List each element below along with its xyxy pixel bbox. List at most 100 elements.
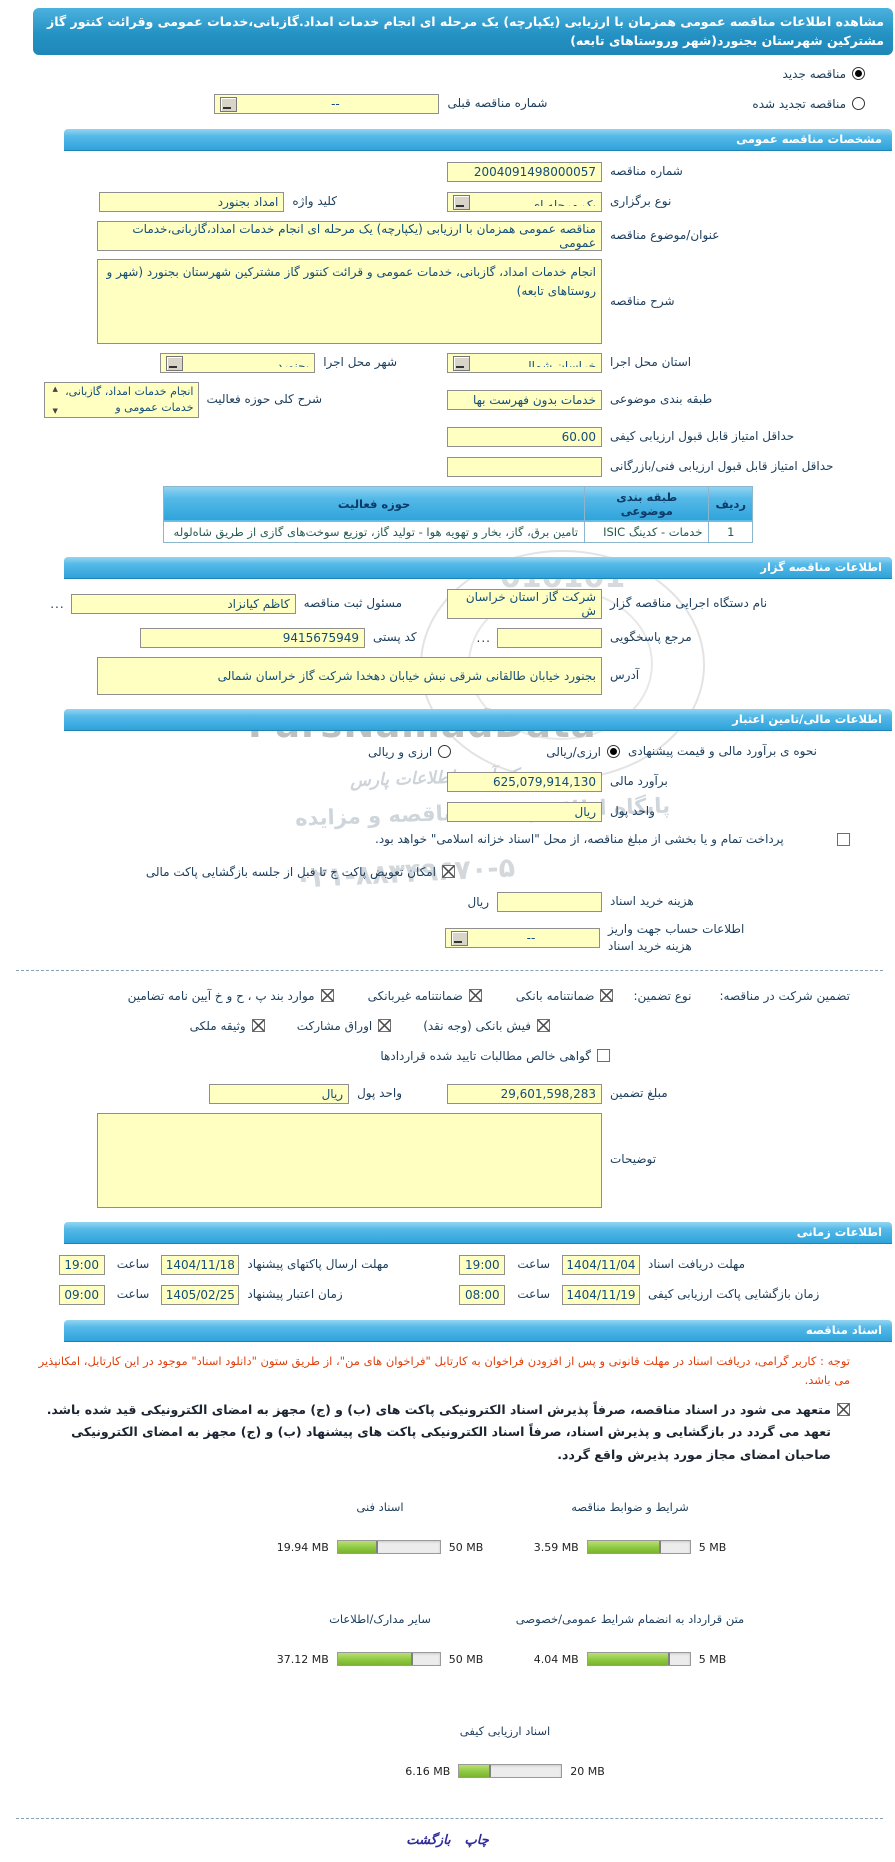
subject-field[interactable]: مناقصه عمومی همزمان با ارزیابی (یکپارچه)… [97, 220, 602, 251]
tender-number-field[interactable]: 2004091498000057 [447, 161, 602, 182]
holding-type-select[interactable]: یک مرحله ای [447, 191, 602, 212]
currency-label: واحد پول [610, 804, 655, 819]
checkbox-icon[interactable] [597, 1049, 610, 1063]
treasury-checkbox[interactable] [837, 832, 850, 846]
category-field[interactable]: خدمات بدون فهرست بها [447, 389, 602, 410]
radio-icon[interactable] [607, 745, 620, 759]
postal-code-field[interactable]: 9415675949 [140, 627, 366, 648]
upload-technical: اسناد فنی 19.94 MB 50 MB [276, 1500, 484, 1555]
progress-bar [336, 1652, 441, 1667]
guarantee-option[interactable]: وثیقه ملکی [190, 1019, 265, 1033]
dropdown-button[interactable] [453, 355, 470, 371]
radio-new-tender[interactable]: مناقصه جدید [783, 67, 865, 81]
progress-bar [336, 1540, 441, 1555]
agency-org-label: نام دستگاه اجرایی مناقصه گزار [610, 596, 768, 611]
dropdown-button[interactable] [220, 96, 238, 112]
checkbox-icon[interactable] [600, 989, 614, 1003]
radio-icon[interactable] [438, 745, 452, 759]
description-textarea[interactable]: انجام خدمات امداد، گازبانی، خدمات عمومی … [97, 258, 602, 344]
separator [16, 969, 883, 971]
estimate-field[interactable]: 625,079,914,130 [447, 771, 602, 792]
section-header-documents: اسناد مناقصه [64, 1319, 892, 1342]
dropdown-button[interactable] [453, 194, 470, 210]
opening-time-label: زمان بازگشایی پاکت ارزیابی کیفی [648, 1286, 820, 1301]
separator [16, 1818, 883, 1820]
checkbox-icon[interactable] [537, 1019, 550, 1033]
radio-currency-and-rial[interactable]: ارزی و ریالی [368, 745, 452, 759]
category-table: ردیف طبقه بندی موضوعی حوزه فعالیت 1 خدما… [162, 485, 753, 543]
guarantee-option[interactable]: اوراق مشارکت [297, 1019, 392, 1033]
upload-terms: شرایط و ضوابط مناقصه 3.59 MB 5 MB [533, 1500, 727, 1555]
print-link[interactable]: چاپ [464, 1833, 489, 1849]
min-quality-score-field[interactable]: 60.00 [447, 426, 602, 447]
commitment-checkbox[interactable] [837, 1402, 850, 1416]
validity-date-field[interactable]: 1405/02/25 [161, 1284, 240, 1305]
radio-icon[interactable] [852, 67, 865, 81]
doc-fee-label: هزینه خرید اسناد [610, 894, 694, 909]
city-select[interactable]: بجنورد [160, 352, 316, 373]
agency-org-field[interactable]: شرکت گاز استان خراسان ش [447, 588, 602, 619]
doc-deadline-label: مهلت دریافت اسناد [648, 1256, 746, 1271]
address-field[interactable]: بجنورد خیابان طالقانی شرقی نبش خیابان ده… [97, 656, 602, 695]
activity-listbox[interactable]: انجام خدمات امداد، گازبانی، خدمات عمومی … [43, 381, 199, 418]
province-label: استان محل اجرا [610, 355, 692, 370]
province-select[interactable]: خراسان شمالی [447, 352, 602, 373]
table-header-row-index: ردیف [708, 485, 753, 522]
registrar-field[interactable]: کاظم کیانزاد [70, 593, 296, 614]
doc-deadline-time-field[interactable]: 19:00 [459, 1254, 506, 1275]
description-label: شرح مناقصه [610, 293, 675, 308]
contact-ref-field[interactable] [497, 627, 602, 648]
scroll-up-icon[interactable]: ▲ [52, 384, 58, 393]
progress-bar [586, 1540, 691, 1555]
guarantee-option[interactable]: فیش بانکی (وجه نقد) [423, 1019, 550, 1033]
upload-contract: متن قرارداد به انضمام شرایط عمومی/خصوصی … [515, 1612, 745, 1667]
guarantee-type-label: نوع تضمین: [633, 988, 692, 1003]
listbox-scrollbar[interactable]: ▲ ▼ [53, 384, 58, 416]
validity-time-field[interactable]: 09:00 [58, 1284, 105, 1305]
keyword-field[interactable]: امداد بجنورد [99, 191, 285, 212]
section-header-financial: اطلاعات مالی/تامین اعتبار [64, 708, 892, 731]
guarantee-amount-label: مبلغ تضمین [610, 1085, 668, 1100]
contact-more-button[interactable]: ... [476, 630, 491, 645]
fee-account-select[interactable]: -- [445, 928, 600, 949]
packet-exchange-checkbox[interactable] [442, 865, 455, 879]
offer-deadline-date-field[interactable]: 1404/11/18 [161, 1254, 240, 1275]
offer-deadline-time-field[interactable]: 19:00 [58, 1254, 105, 1275]
checkbox-icon[interactable] [468, 989, 482, 1003]
estimate-method-label: نحوه ی برآورد مالی و قیمت پیشنهادی [628, 744, 817, 759]
doc-deadline-date-field[interactable]: 1404/11/04 [562, 1254, 640, 1275]
guarantee-option[interactable]: ضمانتنامه غیربانکی [368, 989, 482, 1003]
radio-rial[interactable]: ارزی/ریالی [546, 745, 620, 759]
dropdown-button[interactable] [166, 355, 184, 371]
guarantee-currency-field[interactable]: ریال [209, 1083, 350, 1104]
prev-tender-no-select[interactable]: -- [214, 93, 440, 114]
address-label: آدرس [610, 668, 640, 683]
checkbox-icon[interactable] [320, 989, 334, 1003]
packet-exchange-option[interactable]: امکان تعویض پاکت ج تا قبل از جلسه بازگشا… [146, 865, 455, 879]
radio-renewed-tender[interactable]: مناقصه تجدید شده [752, 97, 865, 111]
doc-fee-field[interactable] [497, 891, 602, 912]
guarantee-intro-label: تضمین شرکت در مناقصه: [719, 988, 850, 1003]
estimate-label: برآورد مالی [610, 774, 668, 789]
guarantee-option[interactable]: موارد بند پ ، ح و خ آیین نامه تضامین [128, 989, 334, 1003]
radio-icon[interactable] [852, 97, 865, 111]
currency-field[interactable]: ریال [447, 801, 602, 822]
dropdown-button[interactable] [451, 931, 468, 947]
contact-ref-label: مرجع پاسخگویی [610, 630, 692, 645]
opening-date-field[interactable]: 1404/11/19 [562, 1284, 640, 1305]
scroll-down-icon[interactable]: ▼ [52, 406, 58, 415]
upload-current-size: 6.16 MB [405, 1764, 451, 1778]
checkbox-icon[interactable] [378, 1019, 392, 1033]
notes-textarea[interactable] [97, 1112, 602, 1208]
notes-label: توضیحات [610, 1152, 657, 1167]
min-tech-score-field[interactable] [447, 456, 602, 477]
opening-time-field[interactable]: 08:00 [459, 1284, 506, 1305]
checkbox-icon[interactable] [251, 1019, 265, 1033]
guarantee-amount-field[interactable]: 29,601,598,283 [447, 1083, 602, 1104]
registrar-more-button[interactable]: ... [50, 596, 65, 611]
guarantee-option[interactable]: گواهی خالص مطالبات تایید شده قراردادها [380, 1049, 610, 1063]
guarantee-option[interactable]: ضمانتنامه بانکی [516, 989, 614, 1003]
packet-exchange-label: امکان تعویض پاکت ج تا قبل از جلسه بازگشا… [145, 864, 436, 879]
back-link[interactable]: بازگشت [406, 1833, 451, 1849]
